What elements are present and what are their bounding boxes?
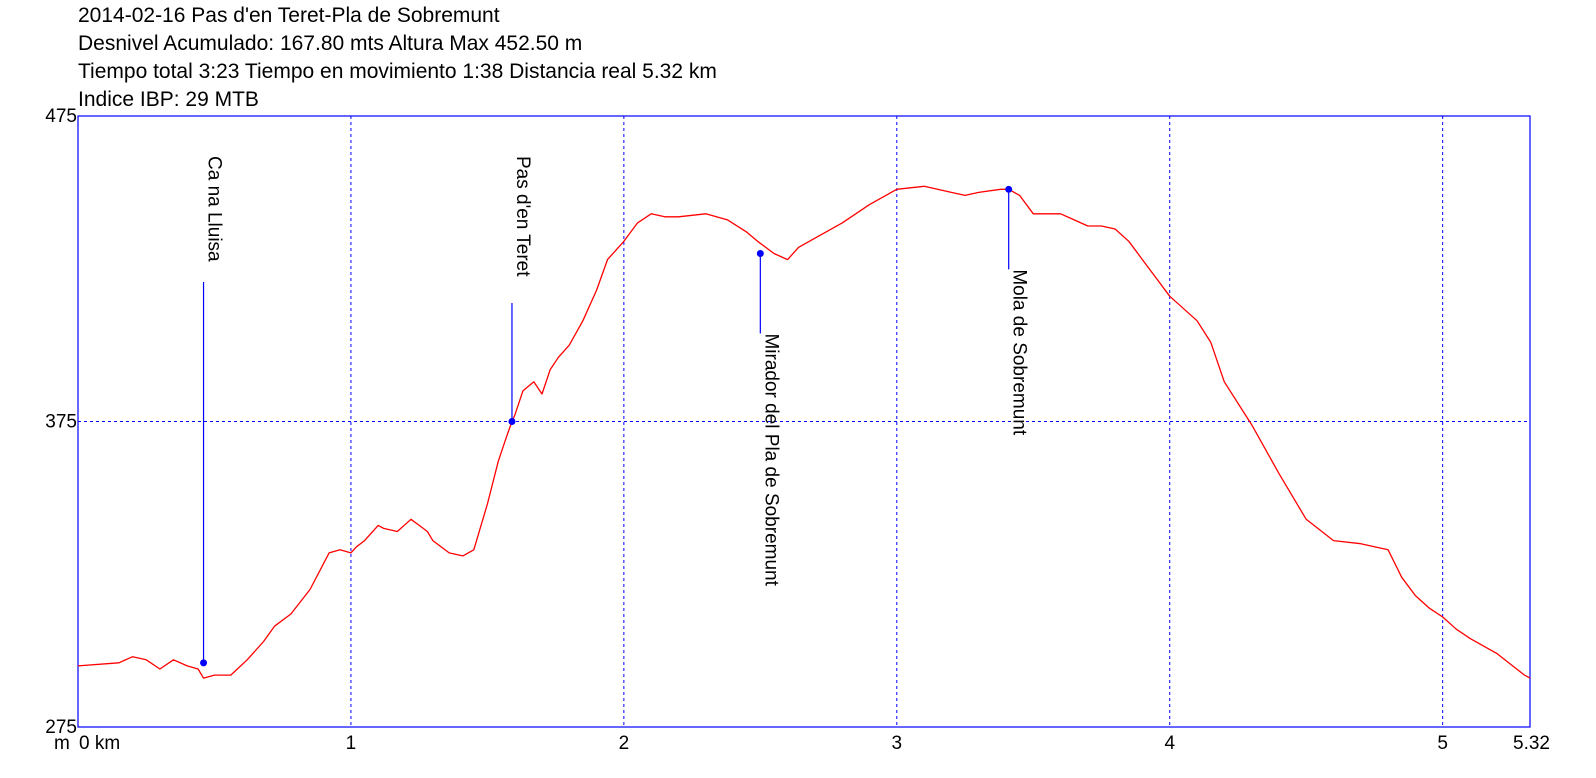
- x-tick-label: 4: [1164, 733, 1175, 754]
- x-tick-label: 3: [892, 733, 903, 754]
- waypoint-label: Mola de Sobremunt: [1009, 269, 1030, 436]
- waypoint: Pas d'en Teret: [508, 156, 533, 425]
- waypoint-layer: Ca na Lluisa Pas d'en Teret Mirador del Pl…: [200, 156, 1030, 667]
- x-tick-label: 5.32: [1513, 733, 1550, 754]
- y-tick-label: 375: [45, 412, 77, 433]
- x-tick-label: 2: [619, 733, 630, 754]
- waypoint: Ca na Lluisa: [200, 156, 225, 667]
- y-tick-label: 275: [45, 717, 77, 738]
- waypoint-label: Ca na Lluisa: [204, 156, 225, 262]
- waypoint-dot: [508, 418, 516, 425]
- waypoint-dot: [1005, 185, 1013, 193]
- title-line: 2014-02-16 Pas d'en Teret-Pla de Sobremu…: [78, 4, 500, 27]
- waypoint: Mola de Sobremunt: [1005, 185, 1030, 436]
- waypoint-dot: [200, 659, 208, 667]
- waypoint-label: Mirador del Pla de Sobremunt: [760, 333, 781, 586]
- ibp-index-line: Indice IBP: 29 MTB: [78, 88, 259, 111]
- grid-lines: [78, 116, 1530, 727]
- x-tick-label: 1: [346, 733, 357, 754]
- waypoint: Mirador del Pla de Sobremunt: [756, 249, 781, 587]
- profile-layer: [77, 185, 1531, 679]
- x-tick-label: 5: [1437, 733, 1448, 754]
- x-tick-label: 0 km: [79, 733, 120, 754]
- elevation-profile-line: [77, 185, 1531, 679]
- time-distance-line: Tiempo total 3:23 Tiempo en movimiento 1…: [78, 60, 717, 83]
- y-tick-label: 475: [45, 106, 77, 127]
- axis-labels: 0 km 1 2 3 4 5 5.32 m 475 375 275: [45, 106, 1550, 754]
- elevation-summary-line: Desnivel Acumulado: 167.80 mts Altura Ma…: [78, 32, 583, 55]
- waypoint-label: Pas d'en Teret: [512, 156, 533, 277]
- plot-frame: [77, 115, 1531, 728]
- x-unit-label: m: [54, 733, 70, 754]
- waypoint-dot: [756, 249, 764, 257]
